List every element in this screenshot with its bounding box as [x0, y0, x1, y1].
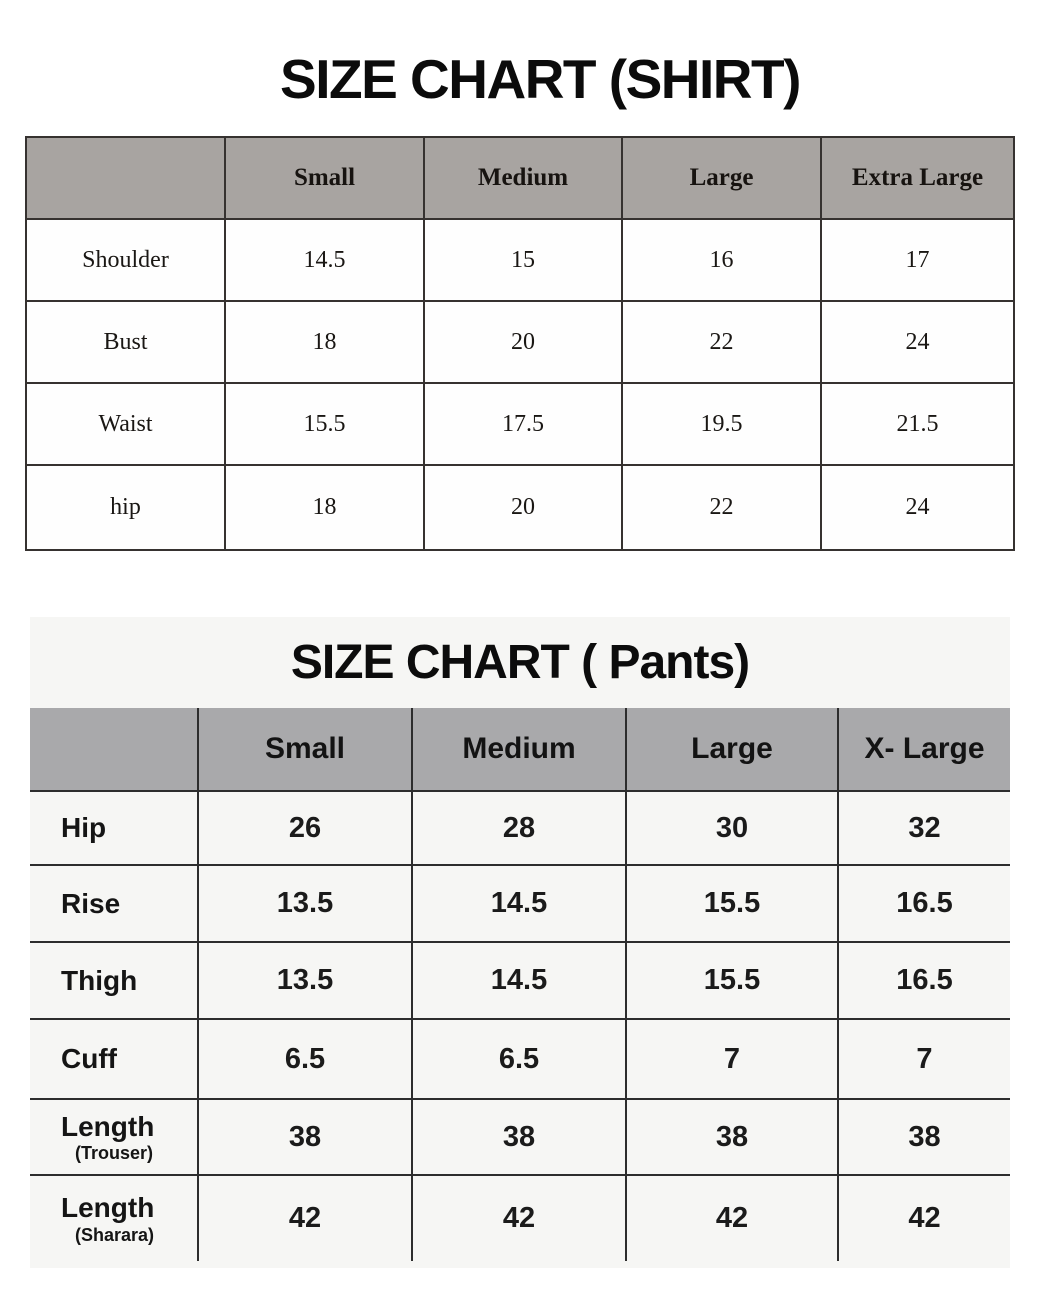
row-label-length-sharara: Length (Sharara): [30, 1174, 198, 1261]
size-value: 15.5: [224, 382, 425, 466]
table-row: Waist 15.5 17.5 19.5 21.5: [25, 382, 1015, 466]
size-value: 24: [820, 464, 1015, 551]
size-value: 17: [820, 218, 1015, 302]
pants-size-table: Small Medium Large X- Large Hip 26 28 30…: [30, 708, 1010, 1261]
size-value: 38: [837, 1098, 1010, 1175]
size-value: 20: [423, 464, 623, 551]
size-value: 22: [621, 300, 822, 384]
size-value: 14.5: [411, 941, 626, 1019]
shirt-col-extra-large: Extra Large: [820, 136, 1015, 220]
size-value: 15.5: [625, 941, 838, 1019]
table-row: Hip 26 28 30 32: [30, 790, 1010, 865]
size-value: 13.5: [197, 864, 412, 942]
size-value: 14.5: [411, 864, 626, 942]
table-row: Bust 18 20 22 24: [25, 300, 1015, 384]
table-row: hip 18 20 22 24: [25, 464, 1015, 551]
table-row: Rise 13.5 14.5 15.5 16.5: [30, 864, 1010, 942]
size-value: 15.5: [625, 864, 838, 942]
size-value: 42: [197, 1174, 412, 1261]
row-label-main: Length: [61, 1110, 155, 1142]
size-value: 6.5: [197, 1018, 412, 1099]
shirt-header-row: Small Medium Large Extra Large: [25, 136, 1015, 220]
size-value: 30: [625, 790, 838, 865]
shirt-col-small: Small: [224, 136, 425, 220]
row-label-waist: Waist: [25, 382, 226, 466]
pants-chart-title: SIZE CHART ( Pants): [290, 636, 750, 689]
size-value: 42: [837, 1174, 1010, 1261]
size-value: 22: [621, 464, 822, 551]
row-label-hip: hip: [25, 464, 226, 551]
table-row: Length (Trouser) 38 38 38 38: [30, 1098, 1010, 1175]
size-value: 28: [411, 790, 626, 865]
table-row: Thigh 13.5 14.5 15.5 16.5: [30, 941, 1010, 1019]
row-label-bust: Bust: [25, 300, 226, 384]
size-value: 16.5: [837, 941, 1010, 1019]
shirt-col-large: Large: [621, 136, 822, 220]
size-value: 20: [423, 300, 623, 384]
size-value: 26: [197, 790, 412, 865]
size-value: 38: [625, 1098, 838, 1175]
size-value: 7: [837, 1018, 1010, 1099]
size-value: 13.5: [197, 941, 412, 1019]
size-value: 24: [820, 300, 1015, 384]
size-value: 16.5: [837, 864, 1010, 942]
table-row: Shoulder 14.5 15 16 17: [25, 218, 1015, 302]
size-value: 15: [423, 218, 623, 302]
pants-corner-cell: [30, 708, 198, 791]
row-label-hip: Hip: [30, 790, 198, 865]
pants-col-x-large: X- Large: [837, 708, 1010, 791]
row-label-thigh: Thigh: [30, 941, 198, 1019]
size-value: 38: [197, 1098, 412, 1175]
row-label-shoulder: Shoulder: [25, 218, 226, 302]
pants-chart-panel: SIZE CHART ( Pants) Small Medium Large X…: [30, 617, 1010, 1268]
size-value: 6.5: [411, 1018, 626, 1099]
size-value: 7: [625, 1018, 838, 1099]
size-value: 16: [621, 218, 822, 302]
row-label-sub: (Trouser): [75, 1143, 154, 1164]
row-label-main: Length: [61, 1192, 155, 1224]
size-value: 17.5: [423, 382, 623, 466]
size-value: 21.5: [820, 382, 1015, 466]
size-value: 14.5: [224, 218, 425, 302]
row-label-length-trouser: Length (Trouser): [30, 1098, 198, 1175]
size-value: 38: [411, 1098, 626, 1175]
size-value: 32: [837, 790, 1010, 865]
size-value: 19.5: [621, 382, 822, 466]
size-value: 18: [224, 300, 425, 384]
pants-col-small: Small: [197, 708, 412, 791]
size-value: 18: [224, 464, 425, 551]
pants-col-large: Large: [625, 708, 838, 791]
table-row: Cuff 6.5 6.5 7 7: [30, 1018, 1010, 1099]
row-label-rise: Rise: [30, 864, 198, 942]
row-label-cuff: Cuff: [30, 1018, 198, 1099]
size-value: 42: [411, 1174, 626, 1261]
shirt-col-medium: Medium: [423, 136, 623, 220]
row-label-sub: (Sharara): [75, 1224, 155, 1245]
size-value: 42: [625, 1174, 838, 1261]
pants-header-row: Small Medium Large X- Large: [30, 708, 1010, 791]
shirt-size-table: Small Medium Large Extra Large Shoulder …: [25, 136, 1015, 551]
shirt-corner-cell: [25, 136, 226, 220]
shirt-chart-title: SIZE CHART (SHIRT): [280, 48, 801, 110]
table-row: Length (Sharara) 42 42 42 42: [30, 1174, 1010, 1261]
pants-col-medium: Medium: [411, 708, 626, 791]
